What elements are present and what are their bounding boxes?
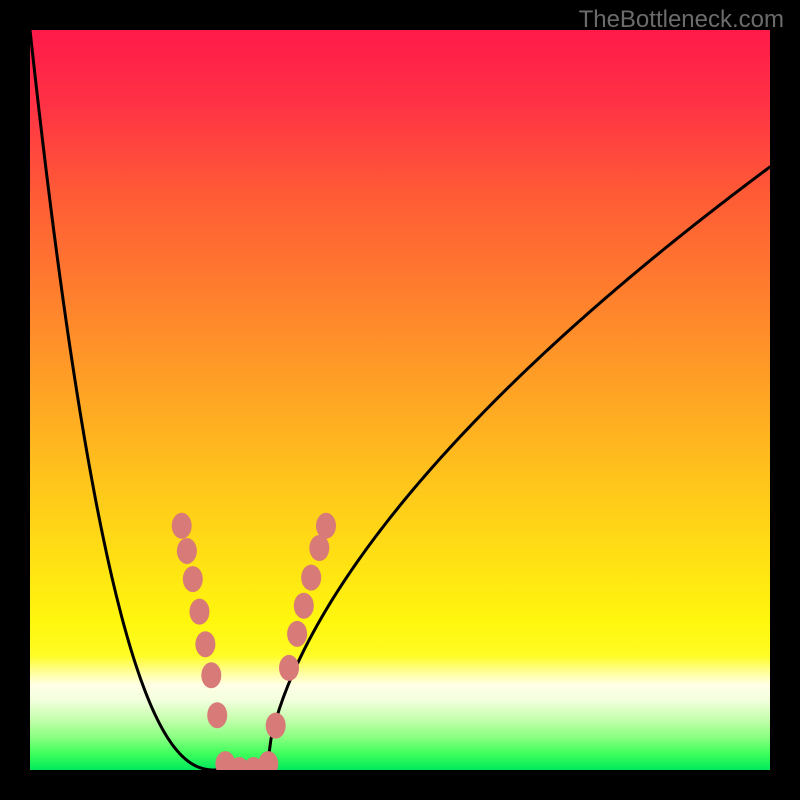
marker-dot — [294, 593, 314, 619]
marker-dot — [316, 513, 336, 539]
marker-dot — [177, 538, 197, 564]
marker-dot — [195, 631, 215, 657]
marker-dot — [207, 702, 227, 728]
marker-dot — [266, 713, 286, 739]
marker-dot — [172, 513, 192, 539]
chart-svg — [0, 0, 800, 800]
gradient-background — [30, 30, 770, 770]
marker-dot — [287, 621, 307, 647]
marker-dot — [189, 599, 209, 625]
marker-dot — [183, 566, 203, 592]
marker-dot — [301, 565, 321, 591]
marker-dot — [279, 655, 299, 681]
marker-dot — [309, 535, 329, 561]
marker-dot — [201, 662, 221, 688]
chart-root: TheBottleneck.com — [0, 0, 800, 800]
